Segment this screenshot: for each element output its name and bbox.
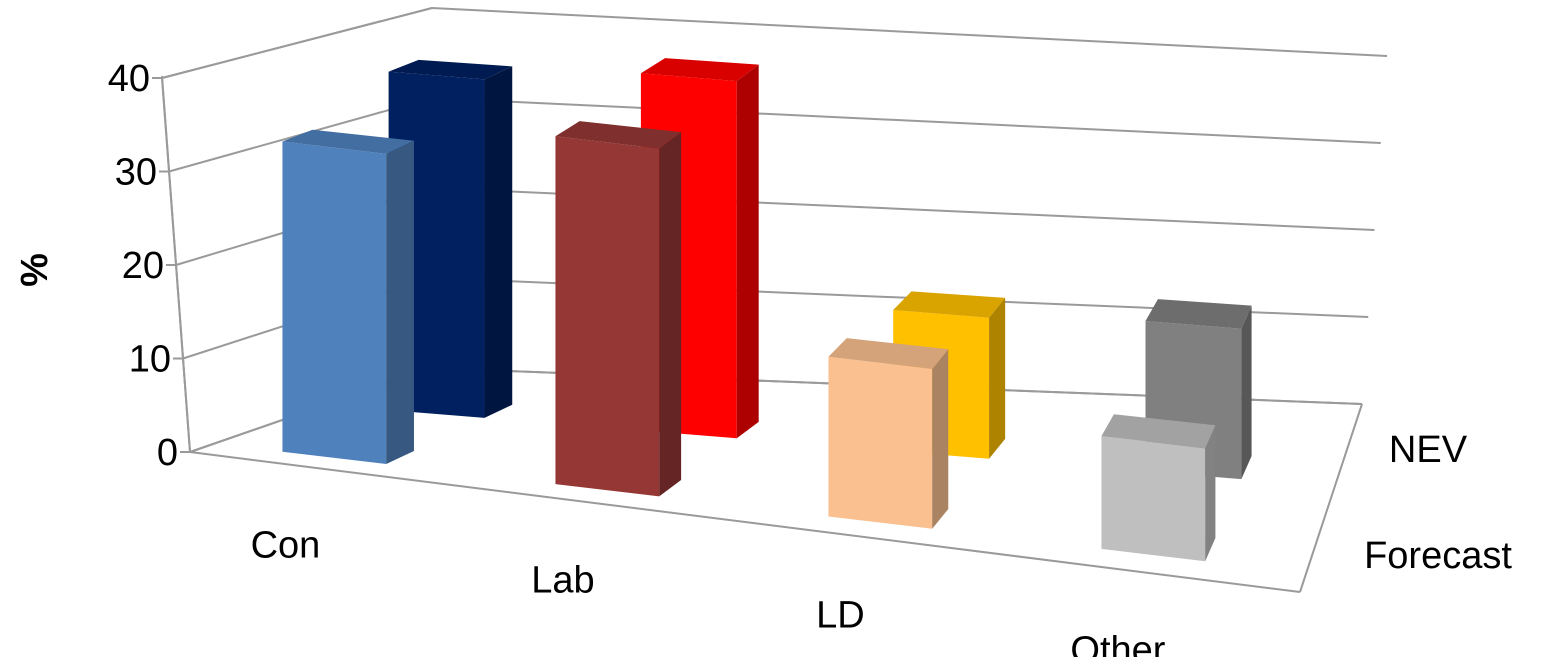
bar-forecast-ld: [828, 338, 949, 529]
bar-top-face: [388, 59, 513, 80]
x-tick-label: LD: [816, 594, 865, 636]
y-tick-label: 30: [115, 152, 157, 194]
y-tick-label: 0: [157, 432, 178, 474]
bar-side-face: [659, 132, 682, 497]
bar-forecast-other: [1101, 414, 1216, 562]
x-tick-label: Lab: [531, 559, 594, 601]
bar-top-face: [828, 338, 949, 370]
y-tick-labels: 0 10 20 30 40: [108, 58, 178, 474]
bar-forecast-lab: [555, 121, 682, 497]
bar-side-face: [736, 64, 759, 439]
bar-top-face: [555, 121, 682, 149]
bar-side-face: [1241, 305, 1252, 480]
series-depth-label: Forecast: [1364, 535, 1512, 577]
bar-side-face: [1205, 425, 1216, 562]
x-tick-label: Other: [1070, 629, 1165, 657]
bar-top-face: [893, 291, 1006, 318]
bar-top-face: [640, 58, 759, 82]
floor-right-edge: [1299, 403, 1363, 593]
x-tick-label: Con: [251, 524, 321, 566]
gridline: [161, 6, 1388, 79]
bar-forecast-con: [282, 129, 414, 465]
bar-side-face: [989, 297, 1006, 459]
y-tick-label: 40: [108, 58, 150, 100]
bars: [282, 58, 1252, 562]
bar-front-face: [1101, 436, 1206, 562]
bar-side-face: [484, 66, 513, 418]
bar-top-face: [1145, 299, 1252, 329]
bar-side-face: [386, 140, 414, 465]
bar-top-face: [1101, 414, 1216, 449]
bar-side-face: [932, 349, 949, 529]
bar-front-face: [555, 136, 660, 497]
bar-front-face: [828, 356, 933, 529]
series-depth-labels: Forecast NEV: [1364, 429, 1512, 577]
bar-top-face: [282, 129, 414, 154]
y-axis-label: %: [14, 253, 56, 287]
y-tick-label: 10: [129, 339, 171, 381]
floor-front-edge: [189, 451, 1301, 593]
x-tick-labels: Con Lab LD Other: [251, 524, 1166, 657]
series-depth-label: NEV: [1389, 429, 1468, 471]
y-tick-label: 20: [122, 245, 164, 287]
bar-front-face: [282, 141, 387, 465]
